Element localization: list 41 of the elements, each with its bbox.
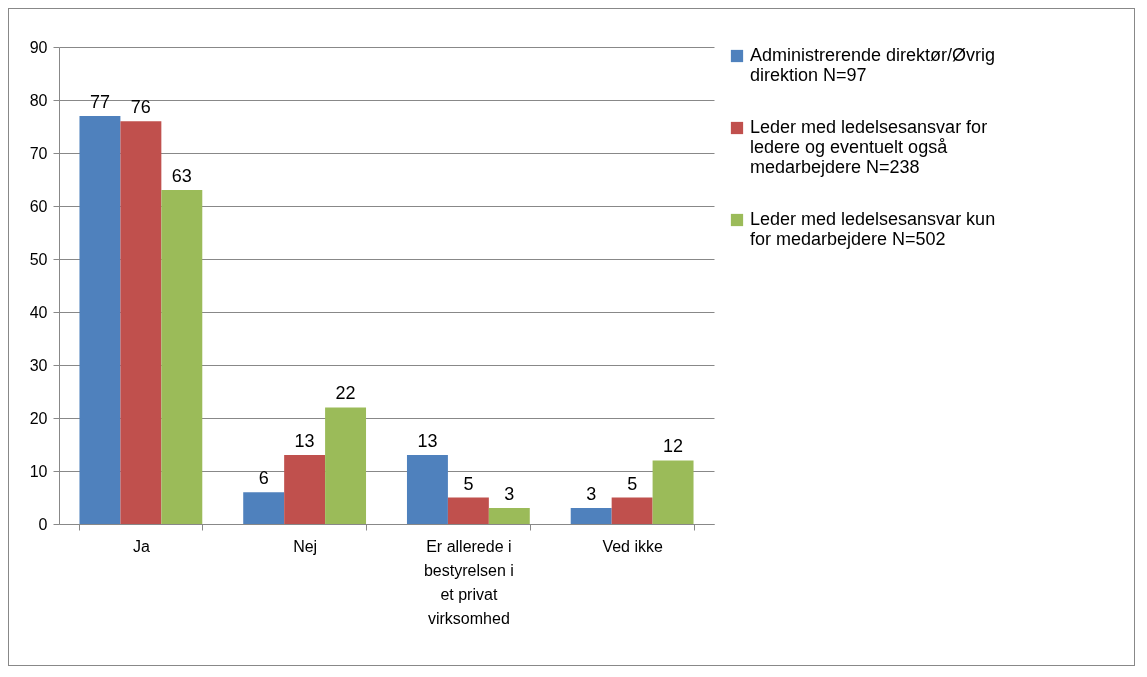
data-label: 77: [89, 91, 110, 112]
x-tick-label: Ved ikke: [602, 537, 663, 555]
y-tick-label: 70: [29, 144, 48, 162]
data-label: 12: [663, 436, 684, 457]
legend-label: Administrerende direktør/Øvrig direktion N=97: [750, 45, 996, 85]
bar: [161, 190, 203, 524]
y-tick-label: 20: [29, 409, 48, 427]
data-label: 22: [335, 383, 356, 404]
bar: [284, 455, 326, 524]
bar: [325, 407, 367, 524]
bar: [611, 497, 653, 524]
legend-label: Leder med ledelsesansvar kun for medarbejdere N=502: [750, 209, 996, 249]
data-label: 5: [627, 473, 638, 494]
y-tick-label: 40: [29, 303, 48, 321]
bar: [447, 497, 489, 524]
y-tick-label: 10: [29, 462, 48, 480]
bar: [652, 460, 694, 524]
x-tick-label: Nej: [293, 537, 318, 555]
y-tick-label: 60: [29, 197, 48, 215]
data-label: 76: [130, 97, 151, 118]
data-label: 5: [463, 473, 474, 494]
data-label: 13: [417, 431, 438, 452]
y-tick-label: 90: [29, 38, 48, 56]
data-label: 13: [294, 431, 315, 452]
x-tick-label: Er allerede i bestyrelsen i et privat virksomhed: [423, 537, 514, 627]
y-tick-label: 30: [29, 356, 48, 374]
y-tick-label: 80: [29, 91, 48, 109]
x-tick-label: Ja: [132, 537, 150, 555]
bar: [120, 121, 162, 524]
data-label: 63: [171, 166, 192, 187]
y-tick-label: 0: [38, 515, 48, 533]
legend-label: Leder med ledelsesansvar for ledere og eventuelt også medarbejdere N=238: [750, 117, 988, 177]
bar: [488, 508, 530, 524]
data-label: 6: [258, 468, 269, 489]
bar: [570, 508, 612, 524]
bar: [406, 455, 448, 524]
bar: [79, 115, 121, 524]
bar: [243, 492, 285, 524]
y-tick-label: 50: [29, 250, 48, 268]
data-label: 3: [586, 484, 597, 505]
data-label: 3: [504, 484, 515, 505]
